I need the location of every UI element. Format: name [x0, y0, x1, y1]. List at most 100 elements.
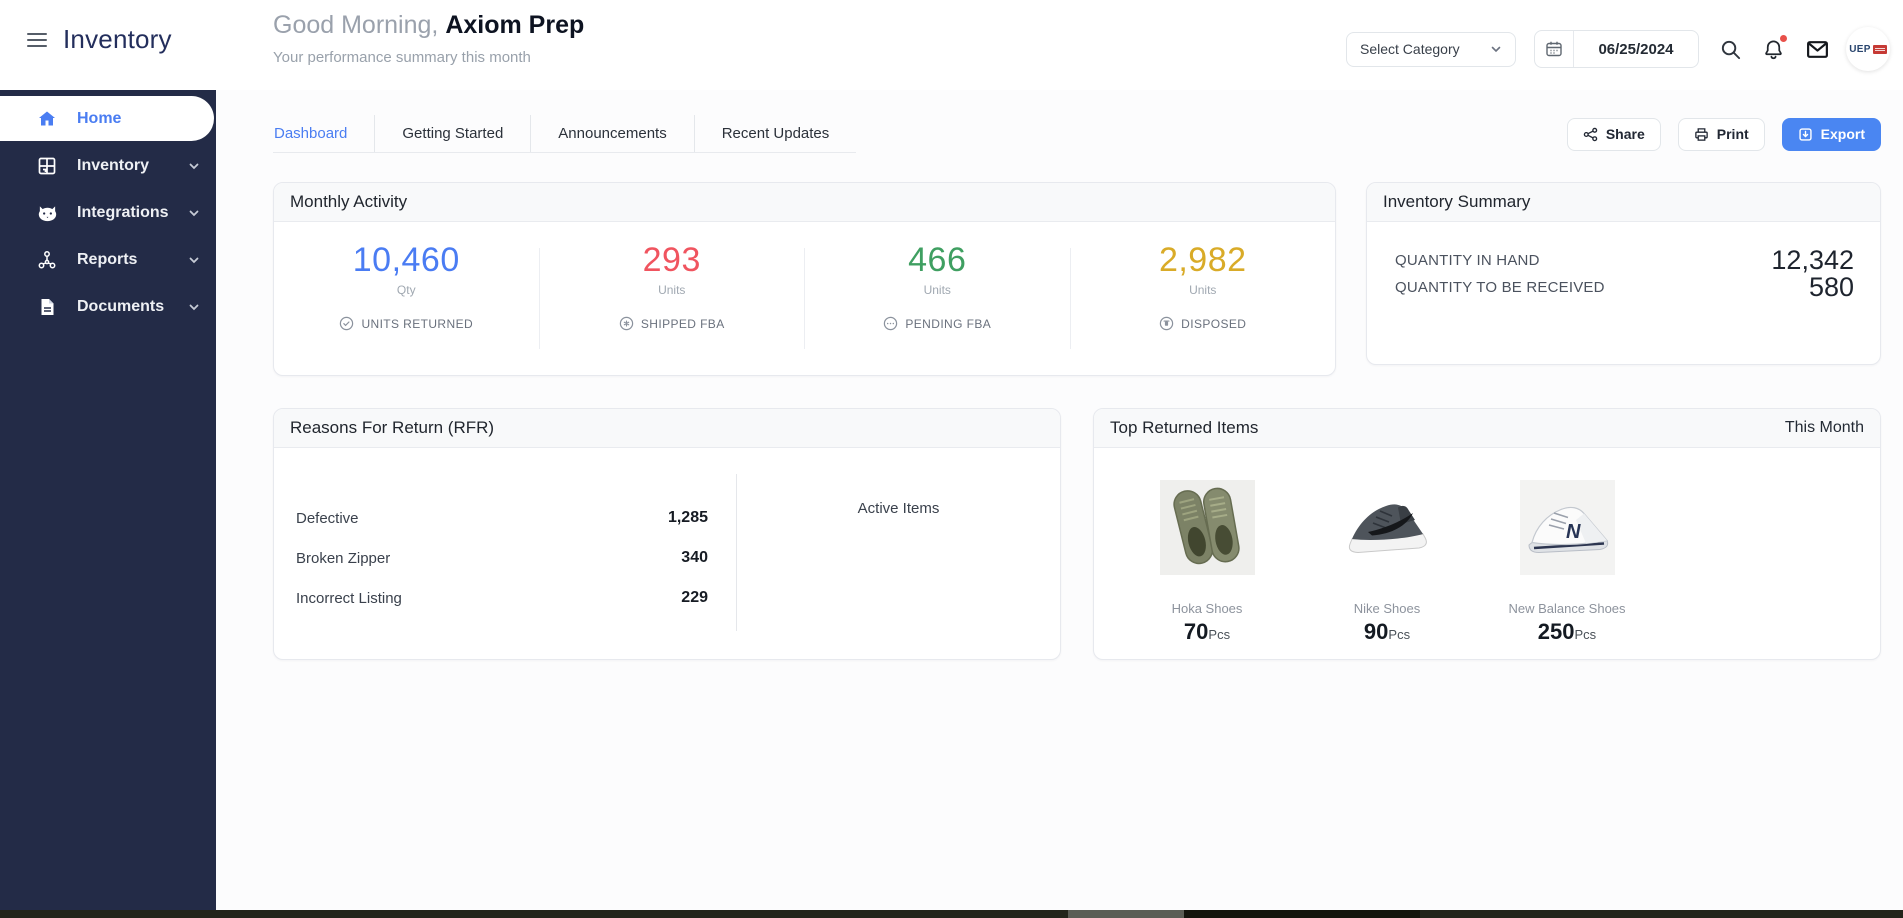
- sidebar-item-documents[interactable]: Documents: [0, 284, 216, 329]
- target-circle-icon: [619, 316, 634, 331]
- top-returned-items-card: Top Returned Items This Month: [1093, 408, 1881, 660]
- sidebar: Home Inventory Integrations: [0, 90, 216, 910]
- rfr-value: 340: [681, 549, 708, 566]
- stat-unit: Units: [658, 283, 686, 297]
- cat-icon: [36, 203, 58, 223]
- stat-caption: DISPOSED: [1181, 316, 1247, 331]
- logo-text: UEP: [1849, 43, 1871, 55]
- product-count: 250Pcs: [1537, 619, 1597, 644]
- summary-row-to-be-received: QUANTITY TO BE RECEIVED 580: [1395, 272, 1854, 302]
- document-icon: [36, 297, 58, 317]
- product-count: 90Pcs: [1363, 619, 1411, 644]
- category-select-value: Select Category: [1360, 41, 1460, 57]
- card-title: Top Returned Items: [1110, 418, 1259, 437]
- new-balance-shoes-photo: N: [1519, 480, 1615, 575]
- brand: Inventory: [27, 24, 172, 55]
- grid-icon: [36, 156, 58, 176]
- tab-announcements[interactable]: Announcements: [530, 115, 693, 152]
- sidebar-item-label: Inventory: [77, 156, 150, 174]
- notification-dot: [1780, 34, 1787, 42]
- logo-red-mark: [1872, 44, 1887, 54]
- active-items-title: Active Items: [857, 500, 940, 517]
- sidebar-item-reports[interactable]: Reports: [0, 237, 216, 282]
- card-title: Inventory Summary: [1367, 183, 1880, 222]
- export-icon: [1798, 127, 1813, 142]
- summary-value: 12,342: [1771, 245, 1854, 275]
- main-content: Dashboard Getting Started Announcements …: [216, 90, 1903, 910]
- bell-icon[interactable]: [1762, 34, 1787, 61]
- stat-value: 10,460: [352, 241, 460, 279]
- horizontal-scrollbar[interactable]: [0, 910, 1903, 918]
- sidebar-item-label: Reports: [77, 250, 138, 268]
- mail-icon[interactable]: [1805, 37, 1830, 62]
- pending-circle-icon: [883, 316, 898, 331]
- rfr-row-broken-zipper: Broken Zipper 340: [296, 538, 708, 578]
- sidebar-item-integrations[interactable]: Integrations: [0, 190, 216, 235]
- summary-value: 580: [1808, 272, 1854, 302]
- scrollbar-thumb[interactable]: [1068, 910, 1184, 918]
- search-icon[interactable]: [1719, 38, 1742, 61]
- chevron-down-icon: [1490, 43, 1502, 55]
- calendar-icon[interactable]: [1535, 31, 1574, 67]
- tab-recent-updates[interactable]: Recent Updates: [693, 115, 857, 152]
- stat-shipped-fba: 293 Units SHIPPED FBA: [540, 222, 805, 375]
- product-name: New Balance Shoes: [1508, 601, 1626, 616]
- nike-shoes-photo: [1340, 480, 1435, 575]
- share-button[interactable]: Share: [1566, 117, 1661, 151]
- rfr-label: Broken Zipper: [296, 549, 391, 567]
- share-label: Share: [1605, 126, 1645, 142]
- app-title: Inventory: [63, 24, 172, 54]
- summary-label: QUANTITY IN HAND: [1395, 252, 1540, 269]
- network-icon: [36, 250, 58, 270]
- export-label: Export: [1820, 126, 1865, 142]
- reasons-for-return-card: Reasons For Return (RFR) Defective 1,285…: [273, 408, 1061, 660]
- sidebar-item-inventory[interactable]: Inventory: [0, 143, 216, 188]
- product-new-balance: N New Balance Shoes 250Pcs: [1482, 480, 1652, 659]
- export-button[interactable]: Export: [1781, 117, 1881, 151]
- summary-row-in-hand: QUANTITY IN HAND 12,342: [1395, 245, 1854, 275]
- product-hoka: Hoka Shoes 70Pcs: [1122, 480, 1292, 659]
- product-nike: Nike Shoes 90Pcs: [1302, 480, 1472, 659]
- tab-getting-started[interactable]: Getting Started: [374, 115, 530, 152]
- share-icon: [1583, 127, 1598, 142]
- rfr-row-incorrect-listing: Incorrect Listing 229: [296, 578, 708, 618]
- hamburger-menu-icon[interactable]: [27, 32, 47, 47]
- date-field[interactable]: 06/25/2024: [1598, 40, 1674, 58]
- stat-disposed: 2,982 Units DISPOSED: [1071, 222, 1336, 375]
- sidebar-item-label: Home: [77, 109, 122, 127]
- stat-value: 2,982: [1158, 241, 1247, 279]
- category-select[interactable]: Select Category: [1346, 31, 1516, 67]
- check-circle-icon: [339, 316, 354, 331]
- product-name: Hoka Shoes: [1171, 601, 1243, 616]
- rfr-label: Incorrect Listing: [296, 589, 402, 607]
- stat-unit: Qty: [396, 283, 416, 297]
- page-title: Good Morning, Axiom Prep: [273, 11, 585, 39]
- rfr-value: 229: [681, 589, 708, 606]
- date-picker[interactable]: 06/25/2024: [1534, 30, 1699, 68]
- card-title: Monthly Activity: [274, 183, 1335, 222]
- chevron-down-icon: [188, 207, 200, 219]
- print-button[interactable]: Print: [1677, 117, 1765, 151]
- summary-label: QUANTITY TO BE RECEIVED: [1395, 279, 1605, 296]
- card-title: Reasons For Return (RFR): [274, 409, 1060, 448]
- monthly-activity-card: Monthly Activity 10,460 Qty UNITS RETURN…: [273, 182, 1336, 376]
- stat-caption: SHIPPED FBA: [640, 316, 725, 331]
- period-label: This Month: [1784, 419, 1864, 436]
- inventory-summary-card: Inventory Summary QUANTITY IN HAND 12,34…: [1366, 182, 1881, 365]
- greeting-block: Good Morning, Axiom Prep Your performanc…: [273, 11, 584, 66]
- stat-unit: Units: [923, 283, 951, 297]
- rfr-row-defective: Defective 1,285: [296, 498, 708, 538]
- home-icon: [36, 109, 58, 129]
- sidebar-item-home[interactable]: Home: [0, 96, 214, 141]
- rfr-label: Defective: [296, 509, 359, 527]
- company-logo[interactable]: UEP: [1846, 27, 1890, 71]
- stat-units-returned: 10,460 Qty UNITS RETURNED: [274, 222, 539, 375]
- stat-unit: Units: [1189, 283, 1217, 297]
- stat-pending-fba: 466 Units PENDING FBA: [805, 222, 1070, 375]
- sidebar-item-label: Documents: [77, 297, 165, 315]
- stat-caption: PENDING FBA: [905, 316, 992, 331]
- stat-value: 466: [908, 241, 967, 279]
- product-count: 70Pcs: [1183, 619, 1231, 644]
- tab-dashboard[interactable]: Dashboard: [274, 125, 348, 142]
- top-header: Inventory Good Morning, Axiom Prep Your …: [0, 0, 1903, 90]
